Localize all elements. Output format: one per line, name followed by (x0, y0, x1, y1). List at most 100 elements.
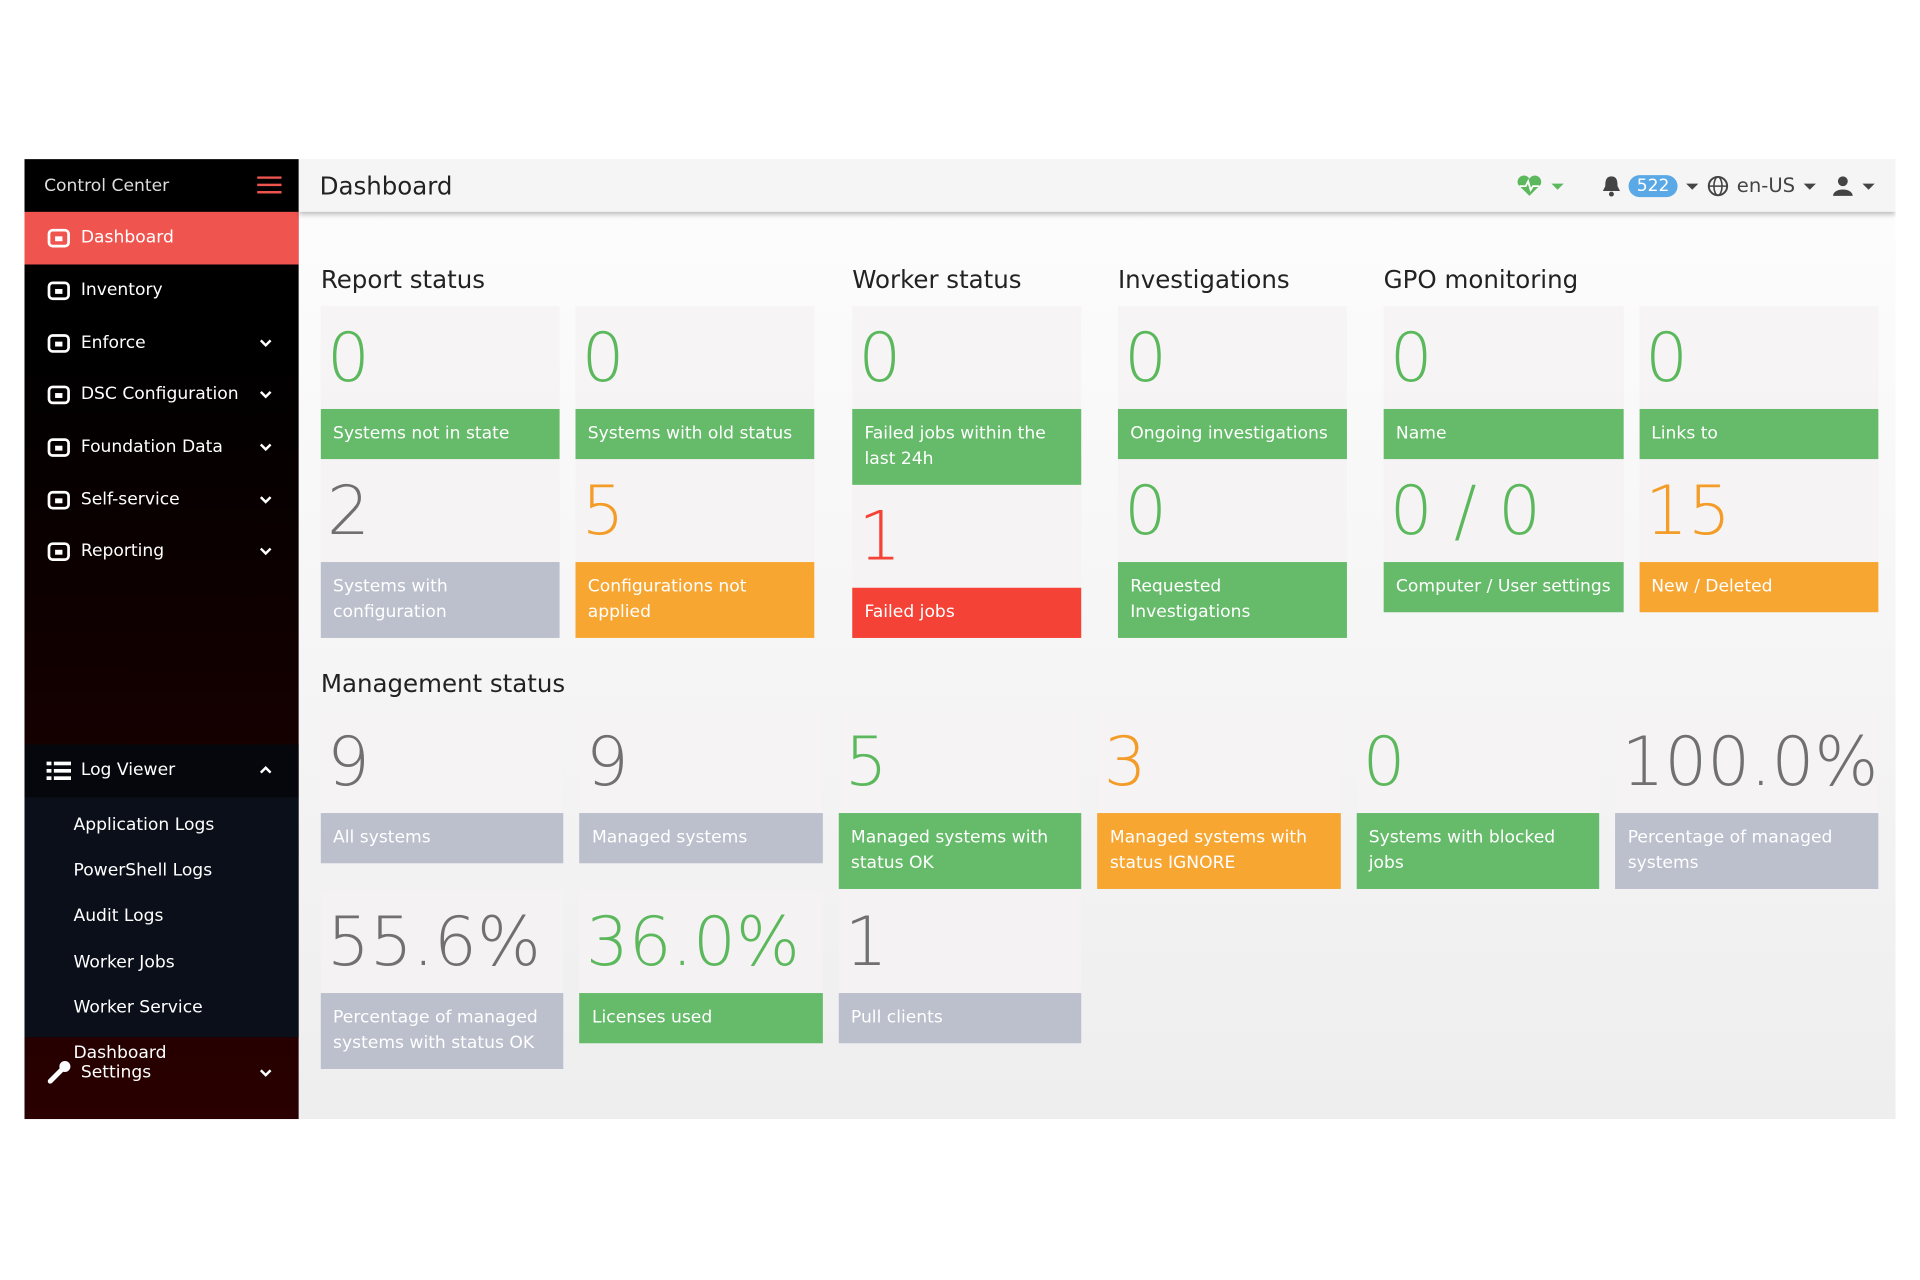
tile-label: Licenses used (579, 993, 823, 1044)
tile-label: Percentage of managed systems with statu… (320, 993, 564, 1069)
chevron (259, 1069, 272, 1078)
tile: 0 Failed jobs within the last 24h (852, 306, 1082, 485)
tile: 36.0% Licenses used (579, 890, 823, 1044)
tile-column: 0 Systems with old status 5 Configurations … (575, 306, 815, 638)
tile-label: Configurations not applied (575, 562, 815, 638)
tile-label: Ongoing investigations (1117, 408, 1347, 460)
nav-item[interactable]: Reporting (24, 525, 298, 577)
tile-label: Managed systems with status IGNORE (1097, 813, 1341, 889)
submenu-item[interactable]: Worker Service Dashboard (73, 997, 203, 1064)
nav-item[interactable]: Foundation Data (24, 421, 298, 473)
tile-label: New / Deleted (1638, 562, 1879, 613)
tile-value: 3 (1097, 710, 1341, 814)
submenu-item[interactable]: Worker Jobs (73, 952, 175, 972)
health-icon[interactable] (1515, 174, 1542, 196)
icon (47, 542, 70, 562)
main: Dashboard 522 en-US Report status 0 System… (298, 159, 1896, 1120)
icon (47, 229, 70, 248)
tile-label: Systems not in state (320, 408, 560, 460)
section: GPO monitoring 0 Name 0 / 0 Computer / User … (1383, 264, 1879, 613)
nav-item[interactable]: Inventory (24, 264, 298, 316)
user-icon[interactable] (1832, 174, 1854, 196)
log-viewer: Log Viewer Application Logs PowerShell Lo… (24, 744, 299, 1064)
chevron (259, 766, 272, 774)
tile: 1 Pull clients (838, 890, 1082, 1044)
tile: 55.6% Percentage of managed systems with … (320, 890, 564, 1069)
submenu-item[interactable]: Application Logs (73, 815, 215, 835)
tile: 9 All systems (320, 710, 564, 864)
tile-label: Systems with old status (575, 408, 815, 460)
app: Control Center Dashboard Inventory Enforce… (24, 159, 1896, 1120)
caret[interactable] (1802, 181, 1817, 191)
caret[interactable] (1550, 181, 1565, 191)
tile-column: 0 Failed jobs within the last 24h 1 Failed … (852, 306, 1082, 638)
nav-label: Enforce (80, 332, 146, 353)
tile: 0 Ongoing investigations (1117, 306, 1347, 460)
tile: 100.0% Percentage of managed systems (1615, 710, 1879, 889)
submenu-item[interactable]: Audit Logs (73, 906, 164, 927)
tile: 0 Systems not in state (320, 306, 560, 460)
tile-label: Managed systems with status OK (838, 813, 1082, 889)
tile: 0 / 0 Computer / User settings (1383, 459, 1624, 613)
nav-label: Inventory (80, 280, 163, 301)
tile-value: 55.6% (320, 890, 564, 994)
caret[interactable] (1861, 181, 1876, 191)
tile-label: Percentage of managed systems (1615, 813, 1879, 889)
chevron (259, 496, 272, 504)
nav-item[interactable]: DSC Configuration (24, 369, 298, 421)
tile: 0 Links to (1638, 306, 1879, 460)
tile-columns: 0 Ongoing investigations 0 Requested Invest… (1117, 306, 1347, 638)
chevron (259, 548, 272, 556)
tile-label: Managed systems (579, 813, 823, 864)
notification-badge[interactable]: 522 (1628, 174, 1679, 197)
tile-column: 0 Ongoing investigations 0 Requested Invest… (1117, 306, 1347, 638)
bell-icon[interactable] (1601, 174, 1621, 196)
tile: 0 Systems with blocked jobs (1356, 710, 1600, 889)
tile-value: 0 (1356, 710, 1600, 814)
header: Dashboard 522 en-US (298, 159, 1896, 212)
submenu: Application Logs PowerShell Logs Audit Log… (24, 796, 299, 1064)
icon (47, 386, 70, 405)
tile-value: 0 (1117, 459, 1347, 563)
tile-label: Pull clients (838, 993, 1082, 1044)
nav-item[interactable]: Dashboard (24, 211, 299, 265)
tile-value: 0 / 0 (1383, 459, 1624, 563)
globe-icon[interactable] (1707, 174, 1729, 196)
tile-label: Links to (1638, 408, 1879, 460)
tile-label: Systems with blocked jobs (1356, 813, 1600, 889)
nav-item[interactable]: Self-service (24, 473, 298, 525)
section-title: GPO monitoring (1383, 264, 1579, 294)
sidebar: Control Center Dashboard Inventory Enforce… (24, 159, 299, 1120)
nav-label: Reporting (80, 541, 165, 562)
tile-value: 0 (1117, 306, 1347, 409)
tile-value: 9 (579, 710, 823, 814)
language[interactable]: en-US (1736, 173, 1796, 198)
tile-label: All systems (320, 813, 564, 864)
log-viewer-toggle[interactable]: Log Viewer (24, 744, 299, 797)
caret[interactable] (1685, 181, 1700, 191)
brand-text: Control Center (44, 175, 170, 196)
chevron (259, 391, 272, 399)
tile-label: Computer / User settings (1383, 562, 1624, 613)
icon (47, 490, 70, 510)
submenu-item[interactable]: PowerShell Logs (73, 860, 213, 881)
management-section: Management status 9 All systems 9 Managed sy… (320, 668, 1879, 1069)
settings[interactable]: Settings (24, 1047, 298, 1099)
tile-value: 100.0% (1615, 710, 1879, 814)
icon (47, 281, 70, 301)
tile-value: 5 (838, 710, 1082, 814)
nav: Dashboard Inventory Enforce DSC Configurati… (24, 211, 299, 578)
icon (47, 438, 70, 457)
section-title: Management status (320, 668, 566, 698)
nav-item[interactable]: Enforce (24, 316, 298, 368)
menu-toggle[interactable] (257, 176, 282, 194)
toolbar: 522 en-US (1515, 159, 1875, 212)
tile-value: 5 (575, 459, 815, 563)
tile-value: 1 (838, 890, 1082, 994)
tile-label: Systems with configuration (320, 562, 560, 638)
tile-value: 0 (575, 306, 815, 409)
tile-column: 0 Systems not in state 2 Systems with confi… (320, 306, 560, 638)
tile-label: Name (1383, 408, 1624, 460)
section-title: Report status (320, 264, 486, 294)
